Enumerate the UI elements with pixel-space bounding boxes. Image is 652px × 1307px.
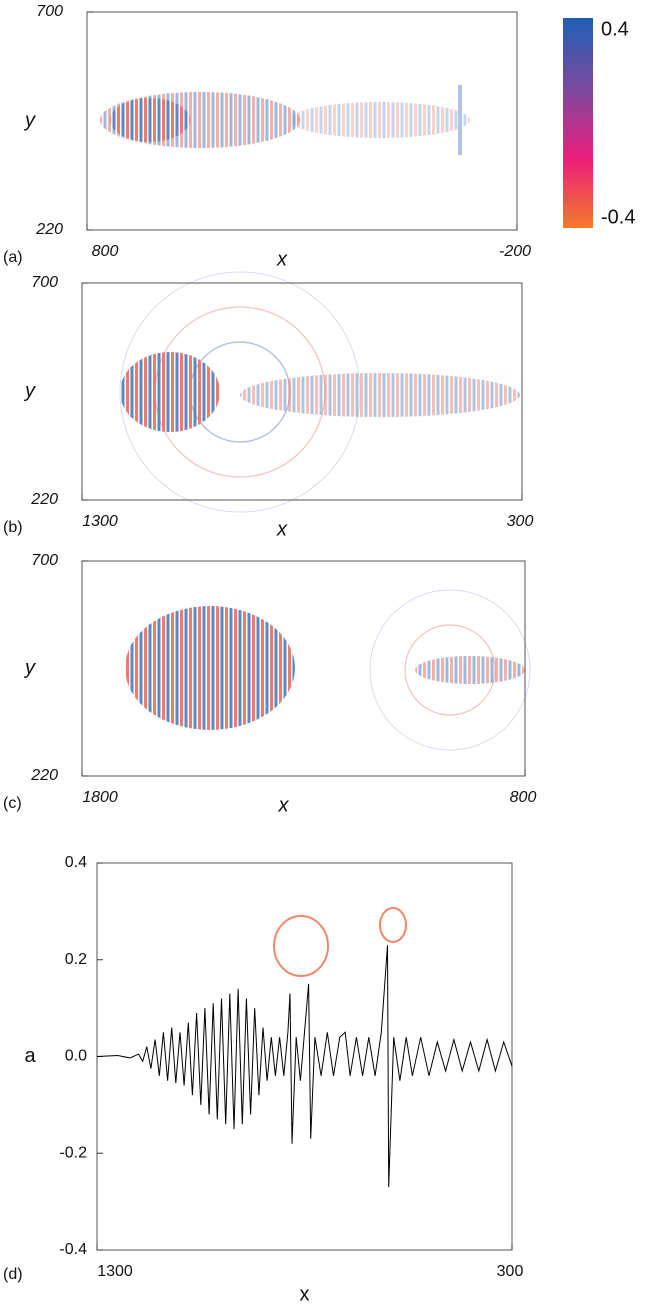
x-tick-label: 1300 xyxy=(97,1263,133,1280)
x-tick-label: 1800 xyxy=(82,789,118,806)
x-tick-label: 300 xyxy=(497,1263,524,1280)
y-tick-label: 700 xyxy=(36,3,63,20)
y-tick-label: -0.4 xyxy=(59,1241,87,1258)
y-tick-label: 700 xyxy=(31,552,58,569)
colorbar-tick-label: -0.4 xyxy=(601,206,635,228)
plot-frame xyxy=(86,11,518,231)
y-tick-label: 0.4 xyxy=(65,854,87,871)
y-tick-label: 220 xyxy=(30,767,58,784)
annotation-circle xyxy=(273,915,329,977)
colorbar-tick-label: 0.4 xyxy=(601,18,629,40)
x-axis-label: x xyxy=(278,794,290,816)
panel-label: (d) xyxy=(3,1266,23,1283)
panel-label: (a) xyxy=(3,249,23,266)
y-tick-label: 220 xyxy=(35,221,63,238)
x-axis-label: x xyxy=(300,1283,310,1305)
field-texture xyxy=(125,589,531,751)
y-tick-label: 0.2 xyxy=(65,951,87,968)
signal-line xyxy=(96,945,513,1188)
x-tick-label: 300 xyxy=(507,513,534,530)
y-axis-label: a xyxy=(24,1045,36,1067)
x-axis-label: x xyxy=(276,518,288,540)
y-axis-label: y xyxy=(23,380,36,402)
plot-frame xyxy=(81,560,526,777)
y-tick-label: 0.0 xyxy=(65,1048,87,1065)
y-axis-label: y xyxy=(23,657,36,679)
y-tick-label: -0.2 xyxy=(59,1144,87,1161)
y-axis-label: y xyxy=(23,109,36,131)
y-tick-label: 220 xyxy=(30,491,58,508)
x-axis-label: x xyxy=(276,248,288,270)
field-texture xyxy=(119,271,520,513)
panel-label: (b) xyxy=(3,519,23,536)
y-tick-label: 700 xyxy=(31,274,58,291)
x-tick-label: 800 xyxy=(92,243,119,260)
x-tick-label: 1300 xyxy=(82,513,118,530)
colorbar xyxy=(563,18,593,228)
x-tick-label: 800 xyxy=(510,789,537,806)
field-texture xyxy=(100,85,470,155)
annotation-circle xyxy=(379,907,407,943)
x-tick-label: -200 xyxy=(499,243,531,260)
plot-frame xyxy=(81,282,523,501)
panel-label: (c) xyxy=(3,795,22,812)
